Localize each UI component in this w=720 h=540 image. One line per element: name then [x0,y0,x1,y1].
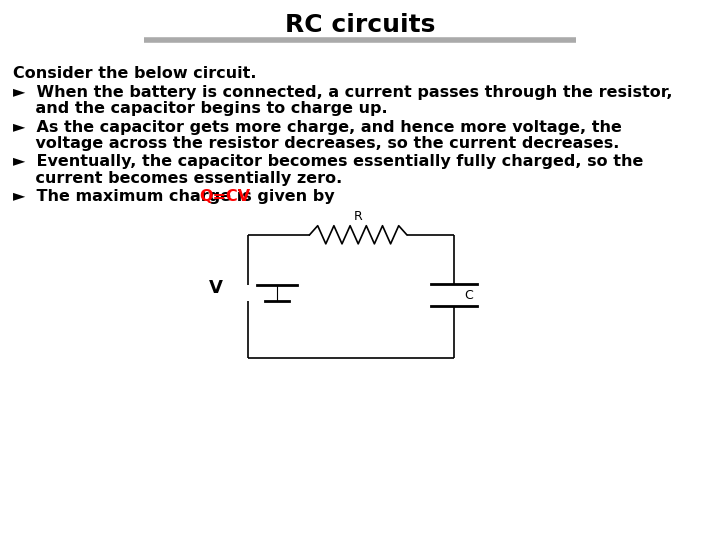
Text: V: V [209,279,223,297]
Text: current becomes essentially zero.: current becomes essentially zero. [13,171,342,186]
Text: R: R [354,210,362,223]
Text: ►  The maximum charge is given by: ► The maximum charge is given by [13,190,341,204]
Text: 30: 30 [680,516,698,529]
Text: ►  As the capacitor gets more charge, and hence more voltage, the: ► As the capacitor gets more charge, and… [13,120,622,134]
Text: C: C [464,289,473,302]
Text: RC circuits: RC circuits [285,12,435,37]
Text: ►  Eventually, the capacitor becomes essentially fully charged, so the: ► Eventually, the capacitor becomes esse… [13,154,644,170]
Text: Consider the below circuit.: Consider the below circuit. [13,66,256,80]
Text: PHY232 - Spring 2008  - Direct Current Circuits: PHY232 - Spring 2008 - Direct Current Ci… [184,516,536,529]
Text: voltage across the resistor decreases, so the current decreases.: voltage across the resistor decreases, s… [13,136,619,151]
Text: ►  When the battery is connected, a current passes through the resistor,: ► When the battery is connected, a curre… [13,85,672,100]
Text: and the capacitor begins to charge up.: and the capacitor begins to charge up. [13,101,387,116]
Text: Q=CV: Q=CV [199,190,250,204]
